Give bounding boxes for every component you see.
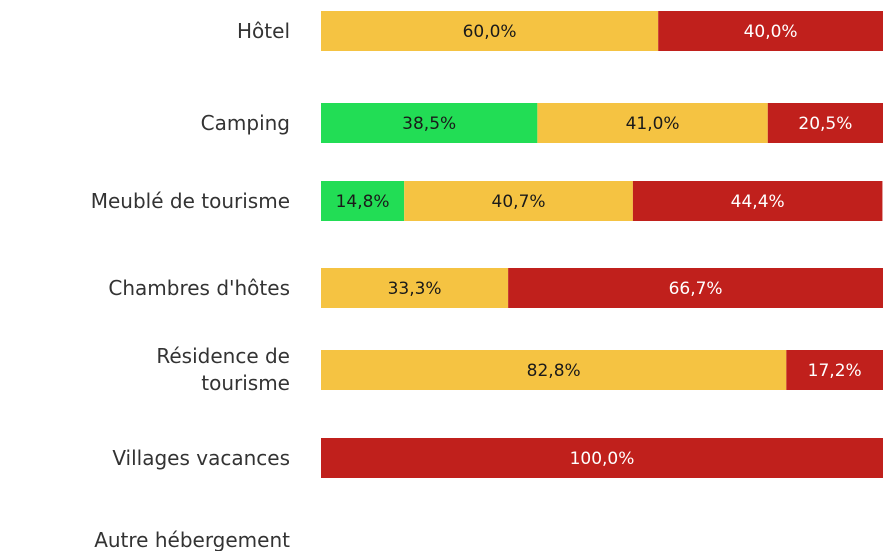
category-label-box: Villages vacances xyxy=(112,445,290,470)
bar-segment xyxy=(767,103,883,143)
bar-segment xyxy=(321,438,883,478)
value-label: 20,5% xyxy=(798,114,852,134)
category-label: Résidence de tourisme xyxy=(156,344,290,395)
bar-segment xyxy=(508,268,883,308)
value-label: 40,0% xyxy=(744,22,798,42)
bar-segment xyxy=(321,268,509,308)
category-label: Autre hébergement xyxy=(94,527,290,551)
category-label: Hôtel xyxy=(237,18,290,43)
bar-segment xyxy=(321,350,787,390)
value-label: 60,0% xyxy=(463,22,517,42)
category-label: Chambres d'hôtes xyxy=(108,275,290,300)
value-label: 44,4% xyxy=(731,192,785,212)
value-label: 82,8% xyxy=(527,361,581,381)
category-label: Meublé de tourisme xyxy=(90,188,290,213)
bar-segment xyxy=(632,181,883,221)
category-label: Villages vacances xyxy=(112,445,290,470)
bar-segment xyxy=(537,103,768,143)
value-label: 40,7% xyxy=(492,192,546,212)
value-label: 33,3% xyxy=(388,279,442,299)
category-label-box: Autre hébergement xyxy=(94,527,290,551)
bar-segment xyxy=(321,103,538,143)
value-label: 14,8% xyxy=(336,192,390,212)
bar-segment xyxy=(321,181,405,221)
value-label: 66,7% xyxy=(669,279,723,299)
value-label: 38,5% xyxy=(402,114,456,134)
category-label-box: Résidence de tourisme xyxy=(156,344,290,395)
category-label-box: Camping xyxy=(200,110,290,135)
category-label: Camping xyxy=(200,110,290,135)
bar-segment xyxy=(786,350,883,390)
bar-segment xyxy=(321,11,659,51)
bar-segment xyxy=(658,11,883,51)
value-label: 100,0% xyxy=(570,449,635,469)
category-label-box: Hôtel xyxy=(237,18,290,43)
value-label: 41,0% xyxy=(626,114,680,134)
category-label-box: Meublé de tourisme xyxy=(90,188,290,213)
value-label: 17,2% xyxy=(808,361,862,381)
category-label-box: Chambres d'hôtes xyxy=(108,275,290,300)
bar-segment xyxy=(404,181,633,221)
